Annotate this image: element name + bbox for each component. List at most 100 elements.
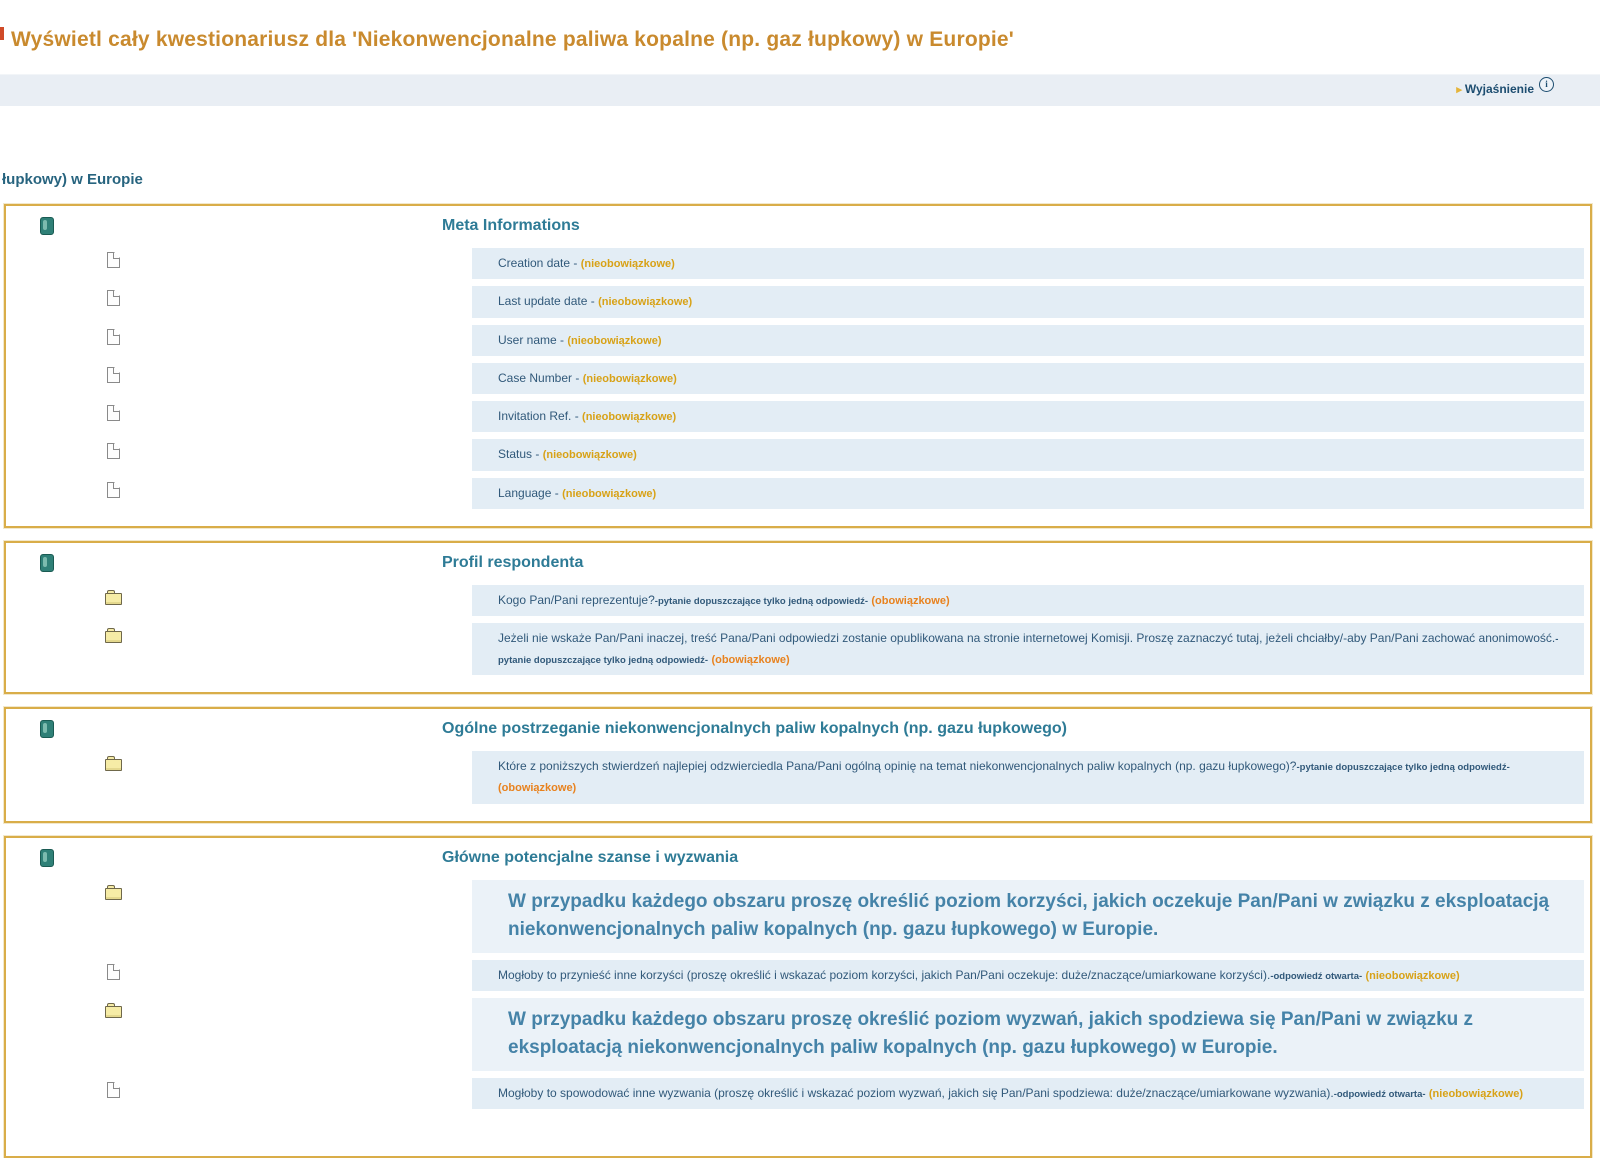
question-text: Jeżeli nie wskaże Pan/Pani inaczej, treś… [498, 631, 1556, 645]
section-box: Ogólne postrzeganie niekonwencjonalnych … [4, 707, 1592, 823]
section-title: Ogólne postrzeganie niekonwencjonalnych … [442, 720, 1067, 738]
question-text: Invitation Ref. [498, 409, 572, 423]
question-row: Które z poniższych stwierdzeń najlepiej … [6, 751, 1584, 804]
info-icon[interactable]: i [1539, 77, 1554, 92]
sections: Meta Informations Creation date - (nieob… [4, 204, 1592, 1158]
question-separator: - [551, 485, 563, 500]
section-items: Kogo Pan/Pani reprezentuje?-pytanie dopu… [6, 584, 1590, 676]
section-title: Główne potencjalne szanse i wyzwania [442, 848, 739, 866]
question-body: Kogo Pan/Pani reprezentuje?-pytanie dopu… [472, 584, 1584, 616]
question-requirement-badge: (nieobowiązkowe) [582, 372, 677, 385]
question-body: W przypadku każdego obszaru proszę okreś… [472, 997, 1584, 1071]
question-requirement-badge: (nieobowiązkowe) [567, 334, 662, 347]
document-icon [107, 328, 120, 345]
question-text: Kogo Pan/Pani reprezentuje? [498, 592, 655, 607]
section-icon [40, 217, 54, 235]
document-icon [107, 290, 120, 307]
question-body: Jeżeli nie wskaże Pan/Pani inaczej, treś… [472, 623, 1584, 676]
question-row: Jeżeli nie wskaże Pan/Pani inaczej, treś… [6, 623, 1584, 676]
question-body: Mogłoby to przynieść inne korzyści (pros… [472, 959, 1584, 991]
question-row: W przypadku każdego obszaru proszę okreś… [6, 879, 1584, 953]
section-header: Profil respondenta [6, 551, 1590, 585]
section-items: Które z poniższych stwierdzeń najlepiej … [6, 751, 1590, 804]
explanation-label: Wyjaśnienie [1464, 82, 1534, 96]
question-row: User name - (nieobowiązkowe) [6, 324, 1584, 356]
left-edge-marker [0, 27, 4, 40]
question-text: Status [498, 447, 533, 462]
section-icon [40, 553, 54, 572]
question-separator: - [571, 409, 583, 423]
section-items: W przypadku każdego obszaru proszę okreś… [6, 879, 1590, 1109]
question-note: -odpowiedź otwarta- [1333, 1088, 1426, 1100]
question-body: Mogłoby to spowodować inne wyzwania (pro… [472, 1077, 1584, 1109]
document-icon [107, 963, 120, 980]
section-header: Główne potencjalne szanse i wyzwania [6, 846, 1590, 880]
question-body: Które z poniższych stwierdzeń najlepiej … [472, 751, 1584, 804]
arrow-right-icon: ▸ [1456, 84, 1462, 96]
question-separator: - [532, 447, 543, 462]
question-note: -pytanie dopuszczające tylko jedną odpow… [654, 595, 869, 607]
question-text: Creation date [498, 256, 571, 270]
question-note: -pytanie dopuszczające tylko jedną odpow… [1296, 762, 1510, 774]
question-note: -odpowiedź otwarta- [1270, 970, 1363, 982]
question-requirement-badge: (obowiązkowe) [498, 782, 577, 795]
question-text: Case Number [498, 370, 573, 385]
section-box: Profil respondenta Kogo Pan/Pani repreze… [4, 540, 1592, 695]
question-row: Language - (nieobowiązkowe) [6, 477, 1584, 509]
question-body: Language - (nieobowiązkowe) [472, 477, 1584, 509]
question-requirement-badge: (nieobowiązkowe) [580, 258, 675, 270]
document-icon [107, 366, 120, 383]
question-row: Mogłoby to przynieść inne korzyści (pros… [6, 959, 1584, 991]
section-icon [40, 720, 54, 739]
folder-icon [105, 756, 122, 772]
document-icon [107, 443, 120, 460]
question-row: W przypadku każdego obszaru proszę okreś… [6, 997, 1584, 1071]
section-icon [40, 848, 54, 867]
question-body: Case Number - (nieobowiązkowe) [472, 362, 1584, 394]
question-body: Status - (nieobowiązkowe) [472, 439, 1584, 471]
question-text: User name [498, 332, 557, 347]
document-icon [107, 1081, 120, 1098]
question-requirement-badge: (nieobowiązkowe) [598, 296, 693, 309]
section-items: Creation date - (nieobowiązkowe) Last up… [6, 248, 1590, 509]
question-separator: - [570, 256, 581, 270]
question-body: Last update date - (nieobowiązkowe) [472, 286, 1584, 318]
section-box: Główne potencjalne szanse i wyzwania W p… [4, 835, 1592, 1158]
question-row: Last update date - (nieobowiązkowe) [6, 286, 1584, 318]
question-body: W przypadku każdego obszaru proszę okreś… [472, 879, 1584, 953]
question-requirement-badge: (nieobowiązkowe) [562, 487, 657, 500]
question-row: Case Number - (nieobowiązkowe) [6, 362, 1584, 394]
question-text: Które z poniższych stwierdzeń najlepiej … [498, 759, 1297, 774]
question-row: Kogo Pan/Pani reprezentuje?-pytanie dopu… [6, 584, 1584, 616]
folder-icon [105, 628, 122, 643]
folder-icon [105, 589, 122, 605]
document-icon [107, 481, 120, 498]
question-separator: - [556, 332, 568, 347]
section-header: Ogólne postrzeganie niekonwencjonalnych … [6, 717, 1590, 751]
question-text: W przypadku każdego obszaru proszę okreś… [508, 1008, 1474, 1059]
page-title: Wyświetl cały kwestionariusz dla 'Niekon… [11, 28, 1014, 52]
question-body: User name - (nieobowiązkowe) [472, 324, 1584, 356]
question-requirement-badge: (nieobowiązkowe) [1428, 1087, 1524, 1100]
explanation-link[interactable]: ▸ Wyjaśnienie i [1456, 77, 1554, 98]
document-icon [107, 252, 120, 268]
question-text: Mogłoby to przynieść inne korzyści (pros… [498, 967, 1271, 982]
section-title: Profil respondenta [442, 553, 584, 571]
question-row: Creation date - (nieobowiązkowe) [6, 248, 1584, 280]
question-note: -pytanie dopuszczające tylko jedną odpow… [498, 634, 1559, 666]
question-separator: - [587, 294, 599, 309]
question-row: Mogłoby to spowodować inne wyzwania (pro… [6, 1077, 1584, 1109]
section-header: Meta Informations [6, 214, 1590, 248]
folder-icon [105, 1002, 122, 1018]
question-row: Invitation Ref. - (nieobowiązkowe) [6, 401, 1584, 433]
question-requirement-badge: (nieobowiązkowe) [1365, 969, 1460, 982]
question-text: Mogłoby to spowodować inne wyzwania (pro… [498, 1085, 1334, 1100]
question-row: Status - (nieobowiązkowe) [6, 439, 1584, 471]
question-requirement-badge: (obowiązkowe) [871, 594, 950, 607]
question-requirement-badge: (nieobowiązkowe) [542, 449, 637, 462]
survey-title-cropped: łupkowy) w Europie [2, 171, 143, 188]
question-requirement-badge: (obowiązkowe) [711, 654, 790, 666]
question-separator: - [572, 370, 583, 385]
document-icon [107, 405, 120, 421]
question-text: Last update date [498, 294, 588, 309]
